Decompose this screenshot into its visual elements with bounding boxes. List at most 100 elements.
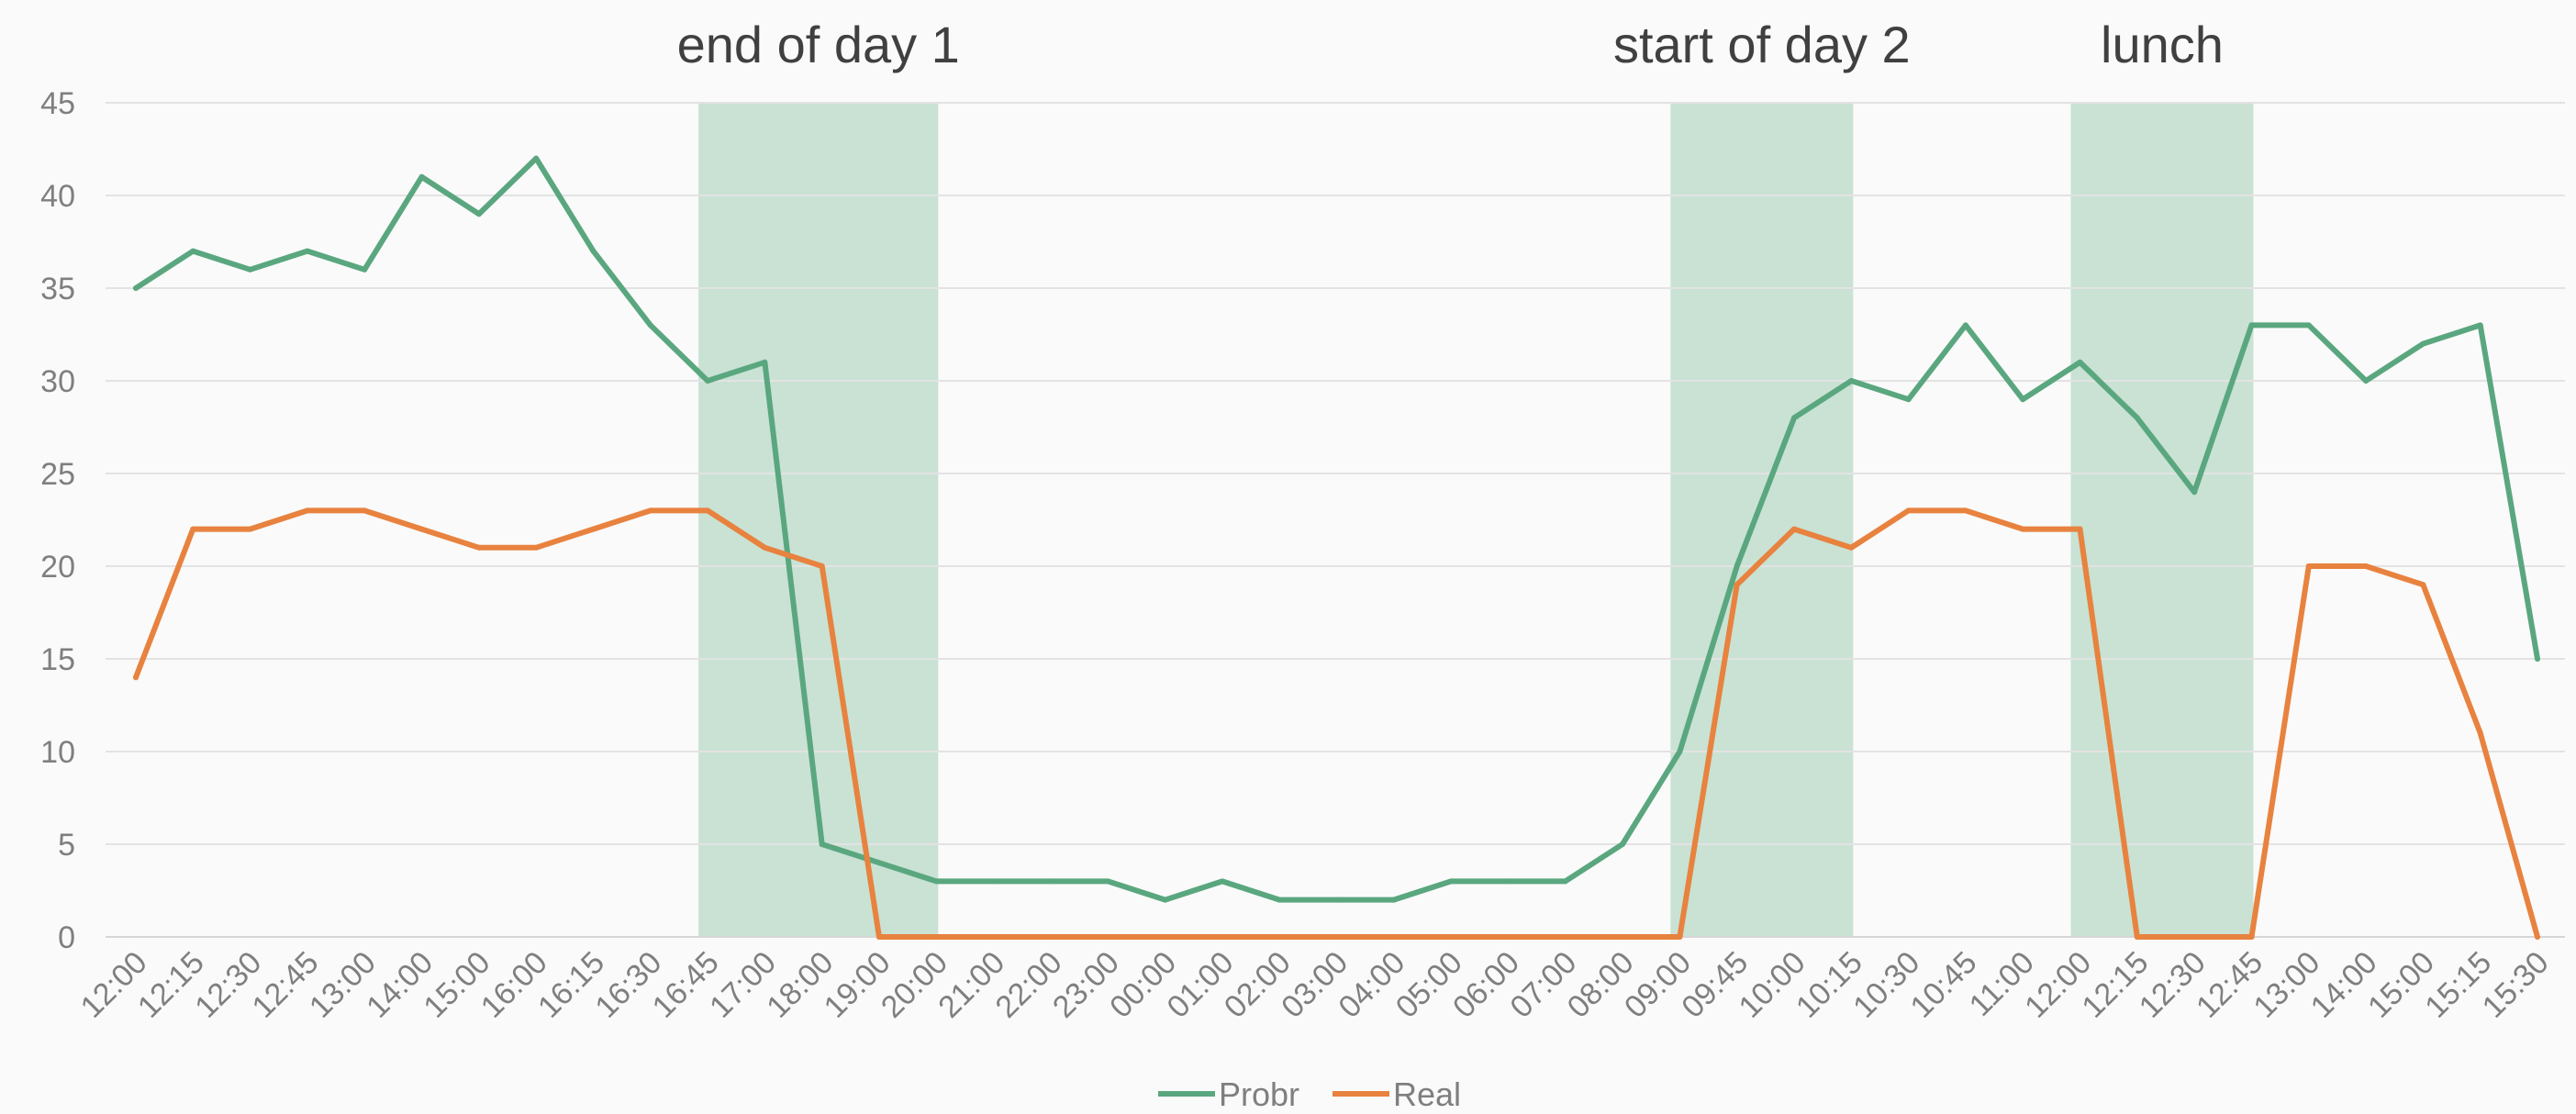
data-point	[247, 526, 253, 532]
data-point	[304, 507, 310, 514]
data-point	[2363, 378, 2370, 384]
data-point	[590, 526, 597, 532]
x-tick-label: 12:00	[74, 945, 154, 1025]
data-point	[2305, 563, 2312, 569]
data-point	[1677, 934, 1683, 940]
data-point	[2477, 730, 2483, 736]
data-point	[533, 155, 540, 162]
data-point	[475, 544, 482, 551]
data-point	[1677, 749, 1683, 754]
x-tick-label: 18:00	[760, 945, 840, 1025]
x-tick-label: 22:00	[989, 945, 1069, 1025]
data-point	[647, 322, 653, 329]
x-tick-label: 23:00	[1046, 945, 1126, 1025]
data-point	[2020, 396, 2026, 403]
data-point	[590, 248, 597, 254]
data-point	[418, 526, 425, 532]
band-label: start of day 2	[1613, 16, 1911, 73]
data-point	[2535, 656, 2540, 662]
y-tick-label: 5	[58, 828, 75, 863]
x-tick-label: 12:30	[188, 945, 268, 1025]
data-point	[475, 211, 482, 217]
data-point	[2477, 322, 2483, 329]
x-tick-label: 16:15	[531, 945, 611, 1025]
x-tick-label: 15:30	[2476, 945, 2556, 1025]
data-point	[933, 878, 940, 885]
data-point	[1562, 878, 1568, 885]
y-tick-label: 35	[40, 272, 75, 306]
data-point	[876, 934, 883, 940]
data-point	[2191, 934, 2198, 940]
data-point	[1848, 378, 1855, 384]
x-tick-label: 19:00	[818, 945, 898, 1025]
data-point	[2535, 934, 2540, 940]
x-tick-label: 12:00	[2018, 945, 2098, 1025]
x-tick-label: 15:00	[417, 945, 496, 1025]
data-point	[1047, 878, 1054, 885]
legend: Probr Real	[1158, 1075, 1461, 1113]
data-point	[1505, 934, 1511, 940]
data-point	[1162, 897, 1168, 903]
data-point	[705, 378, 711, 384]
highlight-bands	[698, 103, 2254, 937]
band-label: lunch	[2101, 16, 2224, 73]
y-axis: 0 5 10 15 20 25 30 35 40 45	[40, 86, 75, 955]
data-point	[819, 563, 825, 569]
data-point	[133, 285, 139, 291]
x-tick-label: 04:00	[1332, 945, 1411, 1025]
series-lines	[133, 155, 2540, 940]
x-tick-label: 00:00	[1103, 945, 1183, 1025]
x-tick-label: 10:45	[1904, 945, 1984, 1025]
data-point	[1277, 897, 1283, 903]
data-point	[1905, 396, 1912, 403]
data-point	[1848, 544, 1855, 551]
y-tick-label: 10	[40, 735, 75, 770]
band-labels: end of day 1 start of day 2 lunch	[677, 16, 2224, 73]
data-point	[2248, 322, 2255, 329]
x-tick-label: 13:00	[2247, 945, 2326, 1025]
x-tick-label: 16:30	[588, 945, 668, 1025]
x-tick-label: 09:00	[1618, 945, 1698, 1025]
x-tick-label: 01:00	[1160, 945, 1240, 1025]
data-point	[2134, 415, 2140, 421]
x-tick-label: 10:30	[1846, 945, 1926, 1025]
data-point	[819, 841, 825, 847]
data-point	[876, 860, 883, 866]
x-tick-label: 12:15	[2075, 945, 2155, 1025]
data-point	[1448, 878, 1455, 885]
data-point	[2191, 489, 2198, 496]
x-tick-label: 06:00	[1446, 945, 1526, 1025]
data-point	[1105, 934, 1111, 940]
data-point	[2020, 526, 2026, 532]
data-point	[933, 934, 940, 940]
y-tick-label: 0	[58, 920, 75, 955]
data-point	[1734, 582, 1740, 588]
data-point	[133, 674, 139, 681]
y-tick-label: 45	[40, 86, 75, 121]
x-tick-label: 07:00	[1503, 945, 1583, 1025]
data-point	[1219, 878, 1225, 885]
data-point	[2420, 340, 2426, 347]
data-point	[1790, 415, 1797, 421]
x-tick-label: 16:45	[646, 945, 726, 1025]
data-point	[2134, 934, 2140, 940]
data-point	[1905, 507, 1912, 514]
y-tick-label: 40	[40, 179, 75, 214]
data-point	[418, 173, 425, 180]
data-point	[1962, 507, 1968, 514]
data-point	[1333, 934, 1340, 940]
data-point	[1047, 934, 1054, 940]
data-point	[1448, 934, 1455, 940]
y-tick-label: 20	[40, 550, 75, 585]
y-tick-label: 30	[40, 364, 75, 399]
data-point	[990, 878, 997, 885]
x-tick-label: 12:30	[2133, 945, 2213, 1025]
data-point	[1219, 934, 1225, 940]
y-tick-label: 15	[40, 642, 75, 677]
x-tick-label: 09:45	[1675, 945, 1755, 1025]
data-point	[1105, 878, 1111, 885]
data-point	[1620, 934, 1626, 940]
data-point	[1277, 934, 1283, 940]
x-tick-label: 10:15	[1790, 945, 1869, 1025]
